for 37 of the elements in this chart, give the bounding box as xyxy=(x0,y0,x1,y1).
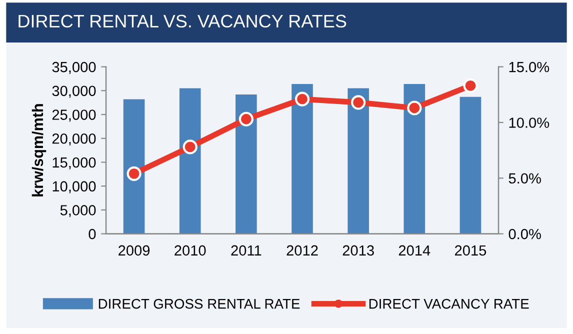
legend-label: DIRECT VACANCY RATE xyxy=(369,298,529,309)
point xyxy=(407,100,422,116)
y2-tick-label: 15.0% xyxy=(509,62,550,72)
y-tick-label: 35,000 xyxy=(52,62,96,74)
x-tick-label: 2012 xyxy=(286,245,318,256)
point xyxy=(463,78,478,94)
y2-tick-label: 10.0% xyxy=(509,118,550,128)
bar xyxy=(179,88,201,234)
bar xyxy=(404,84,426,234)
y-axis-title: krw/sqm/mth xyxy=(32,104,46,196)
bar xyxy=(123,99,145,234)
y-tick-label: 0 xyxy=(88,228,96,240)
legend-label: DIRECT GROSS RENTAL RATE xyxy=(98,298,300,309)
x-tick-label: 2015 xyxy=(454,245,486,256)
y-tick-label: 25,000 xyxy=(52,110,96,122)
point xyxy=(294,92,310,106)
x-tick-label: 2013 xyxy=(342,245,374,256)
bar xyxy=(236,94,257,234)
y-tick-label: 30,000 xyxy=(52,86,96,98)
point xyxy=(238,112,254,126)
x-tick-label: 2014 xyxy=(398,245,430,256)
y-tick-label: 20,000 xyxy=(52,133,96,146)
y-tick-label: 5,000 xyxy=(60,205,96,218)
bar xyxy=(348,88,369,234)
point xyxy=(351,95,366,110)
bar xyxy=(292,84,313,234)
x-tick-label: 2010 xyxy=(174,245,206,256)
y2-tick-label: 0.0% xyxy=(508,228,541,240)
x-tick-label: 2009 xyxy=(118,245,150,256)
bar xyxy=(460,96,482,234)
y2-tick-label: 5.0% xyxy=(508,173,541,184)
y-tick-label: 10,000 xyxy=(52,181,96,194)
y-tick-label: 15,000 xyxy=(52,157,96,170)
point xyxy=(126,166,142,181)
point xyxy=(182,140,198,154)
chart-title: DIRECT RENTAL VS. VACANCY RATES xyxy=(18,14,346,28)
x-tick-label: 2011 xyxy=(231,245,262,256)
